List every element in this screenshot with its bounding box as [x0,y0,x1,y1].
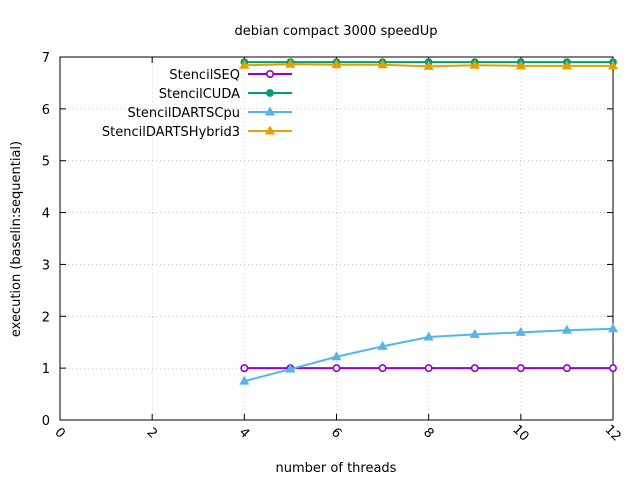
series-StencilDARTSCpu [239,323,619,385]
data-point [469,328,480,338]
legend-label: StencilSEQ [169,68,240,83]
data-point [469,59,480,69]
y-axis-label: execution (baselin:sequential) [9,141,24,337]
data-point [285,58,296,68]
legend-marker [264,125,276,135]
y-tick-label: 2 [42,310,50,325]
data-point [239,375,250,385]
legend-marker [266,89,274,97]
x-axis-label: number of threads [276,461,397,476]
y-tick-label: 4 [42,207,50,222]
x-tick-label: 4 [236,425,252,441]
data-point [378,364,387,373]
x-tick-label: 10 [509,422,531,444]
x-tick-label: 2 [144,425,160,441]
chart-title: debian compact 3000 speedUp [234,24,437,39]
data-point [423,60,434,70]
data-point [285,363,296,373]
data-point [561,324,572,334]
legend-marker [264,106,276,116]
x-tick-label: 8 [420,425,436,441]
legend-entry: StencilCUDA [159,87,292,102]
y-tick-label: 6 [42,103,50,118]
x-tick-label: 0 [51,425,67,441]
grid [60,57,613,420]
data-point [332,364,341,373]
y-tick-label: 1 [42,362,50,377]
data-point [377,59,388,69]
data-point [470,364,479,373]
legend-entry: StencilSEQ [169,68,292,83]
data-point [424,364,433,373]
x-tick-label: 12 [601,422,623,444]
data-point [240,364,249,373]
y-tick-label: 5 [42,155,50,170]
data-point [377,340,388,350]
series-StencilDARTSHybrid3 [239,58,619,70]
y-tick-label: 0 [42,414,50,429]
series-lines [239,58,619,385]
data-point [423,331,434,341]
legend-marker [265,70,274,79]
legend-label: StencilDARTSHybrid3 [102,125,240,140]
legend-label: StencilDARTSCpu [128,106,240,121]
data-point [607,323,619,333]
legend-label: StencilCUDA [159,87,240,102]
data-point [515,60,526,70]
x-tick-label: 6 [328,425,344,441]
legend: StencilSEQ StencilCUDA StencilDARTSCpu Sten… [102,68,292,140]
data-point [607,60,619,70]
data-point [331,59,342,69]
data-point [515,326,526,336]
y-tick-label: 7 [42,51,50,66]
data-point [562,364,571,373]
data-point [239,59,250,69]
y-tick-label: 3 [42,258,50,273]
data-point [608,364,617,373]
legend-entry: StencilDARTSHybrid3 [102,125,292,140]
data-point [331,351,342,361]
legend-entry: StencilDARTSCpu [128,106,292,121]
data-point [561,60,572,70]
data-point [516,364,525,373]
